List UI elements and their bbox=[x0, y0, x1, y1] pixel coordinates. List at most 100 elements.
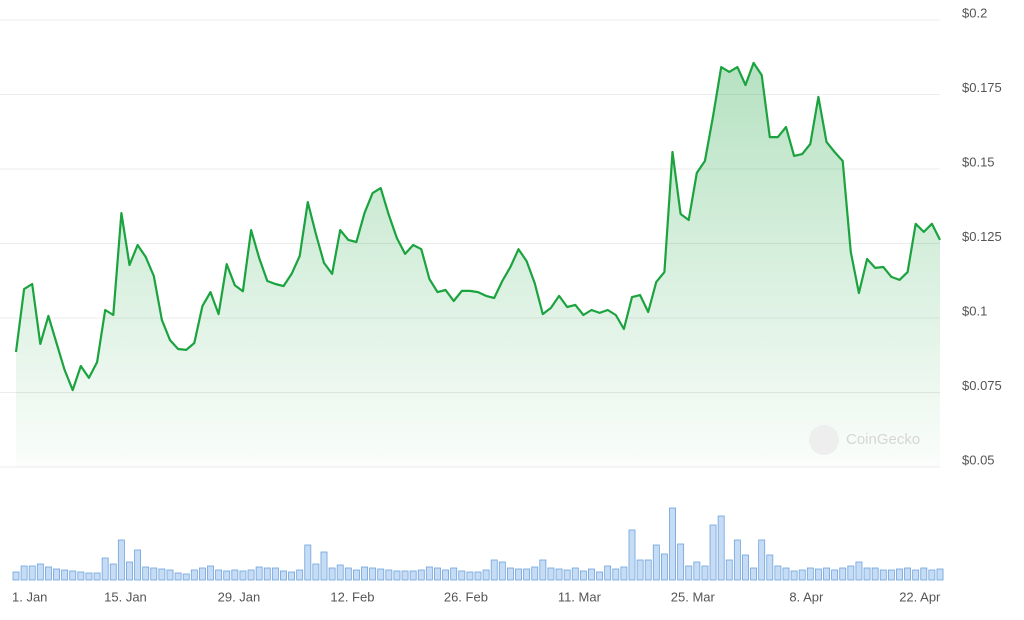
volume-bar bbox=[498, 561, 506, 581]
volume-bar bbox=[887, 569, 895, 581]
volume-bar bbox=[896, 568, 903, 581]
volume-bar bbox=[490, 559, 498, 581]
volume-bar bbox=[920, 567, 928, 581]
volume-bar bbox=[531, 566, 539, 581]
volume-bar bbox=[652, 544, 660, 581]
volume-bar bbox=[166, 569, 174, 581]
volume-bar bbox=[207, 565, 214, 581]
volume-bar bbox=[579, 570, 587, 581]
volume-bar bbox=[190, 569, 198, 581]
volume-bar bbox=[863, 567, 871, 581]
volume-bar bbox=[912, 569, 920, 581]
volume-bar bbox=[588, 568, 595, 581]
volume-bar bbox=[93, 572, 101, 581]
volume-bar bbox=[77, 571, 85, 581]
volume-bar bbox=[701, 565, 709, 581]
volume-bar bbox=[53, 568, 60, 581]
volume-bar bbox=[604, 565, 612, 581]
volume-bar bbox=[280, 570, 287, 581]
watermark-logo bbox=[809, 425, 839, 455]
volume-bar bbox=[669, 507, 676, 581]
x-tick-label: 25. Mar bbox=[671, 589, 716, 604]
volume-bar bbox=[596, 571, 604, 581]
volume-bar bbox=[506, 567, 514, 581]
volume-bar bbox=[709, 524, 717, 581]
x-tick-label: 1. Jan bbox=[12, 589, 47, 604]
volume-bar bbox=[798, 569, 806, 581]
volume-bar bbox=[134, 549, 142, 581]
volume-bar bbox=[336, 564, 344, 581]
volume-bar bbox=[660, 553, 668, 581]
x-tick-label: 11. Mar bbox=[558, 589, 602, 604]
volume-bar bbox=[417, 569, 425, 581]
volume-bar bbox=[352, 569, 360, 581]
volume-bar bbox=[620, 566, 628, 581]
volume-bar bbox=[636, 559, 644, 581]
volume-bar bbox=[879, 569, 887, 581]
volume-bar bbox=[109, 563, 117, 581]
volume-bar bbox=[693, 561, 701, 581]
volume-bar bbox=[401, 570, 409, 581]
volume-bar bbox=[36, 563, 44, 581]
x-tick-label: 29. Jan bbox=[218, 589, 261, 604]
volume-bar bbox=[555, 568, 563, 581]
volume-bar bbox=[377, 568, 385, 581]
volume-bar bbox=[296, 569, 304, 581]
volume-bar bbox=[126, 561, 133, 581]
volume-bar bbox=[320, 551, 328, 581]
volume-bar bbox=[20, 565, 28, 581]
volume-bar bbox=[385, 569, 393, 581]
volume-bar bbox=[271, 567, 279, 581]
x-tick-label: 12. Feb bbox=[330, 589, 374, 604]
volume-bar bbox=[12, 571, 20, 581]
volume-bar bbox=[742, 554, 749, 581]
volume-bar bbox=[539, 559, 547, 581]
price-line bbox=[14, 61, 941, 392]
volume-bar bbox=[304, 544, 312, 581]
volume-bar bbox=[85, 572, 93, 581]
volume-bar bbox=[523, 568, 531, 581]
y-tick-label: $0.175 bbox=[962, 80, 1002, 95]
volume-bar bbox=[101, 557, 109, 581]
volume-bar bbox=[450, 567, 458, 581]
volume-bar bbox=[434, 567, 441, 581]
volume-bar bbox=[142, 566, 150, 581]
volume-bar bbox=[69, 570, 77, 581]
x-tick-label: 22. Apr bbox=[899, 589, 941, 604]
volume-bar bbox=[442, 569, 450, 581]
volume-bar bbox=[474, 571, 482, 581]
volume-bar bbox=[409, 570, 417, 581]
volume-bar bbox=[644, 559, 652, 581]
volume-bar bbox=[758, 539, 766, 581]
volume-bar bbox=[263, 567, 271, 581]
volume-bar bbox=[814, 568, 822, 581]
volume-bar bbox=[482, 569, 490, 581]
volume-bar bbox=[628, 529, 636, 581]
y-tick-label: $0.15 bbox=[962, 154, 995, 169]
volume-bar bbox=[733, 539, 741, 581]
volume-bar bbox=[425, 566, 433, 581]
volume-bar bbox=[174, 572, 182, 581]
volume-bar bbox=[44, 566, 52, 581]
y-tick-label: $0.125 bbox=[962, 229, 1002, 244]
volume-bar bbox=[685, 565, 693, 581]
volume-bar bbox=[871, 567, 879, 581]
volume-bar bbox=[547, 567, 555, 581]
volume-bar bbox=[790, 570, 798, 581]
volume-bar bbox=[312, 563, 320, 581]
volume-bar bbox=[831, 569, 839, 581]
volume-bar bbox=[458, 570, 466, 581]
volume-bar bbox=[28, 565, 36, 581]
watermark: CoinGecko bbox=[846, 431, 920, 448]
volume-bar bbox=[717, 515, 725, 581]
x-tick-label: 26. Feb bbox=[444, 589, 488, 604]
volume-bar bbox=[936, 568, 944, 581]
y-tick-label: $0.05 bbox=[962, 452, 995, 467]
volume-bar bbox=[223, 570, 231, 581]
volume-bar bbox=[344, 567, 352, 581]
volume-bar bbox=[288, 571, 296, 581]
volume-bar bbox=[677, 543, 685, 581]
volume-bar bbox=[247, 569, 255, 581]
